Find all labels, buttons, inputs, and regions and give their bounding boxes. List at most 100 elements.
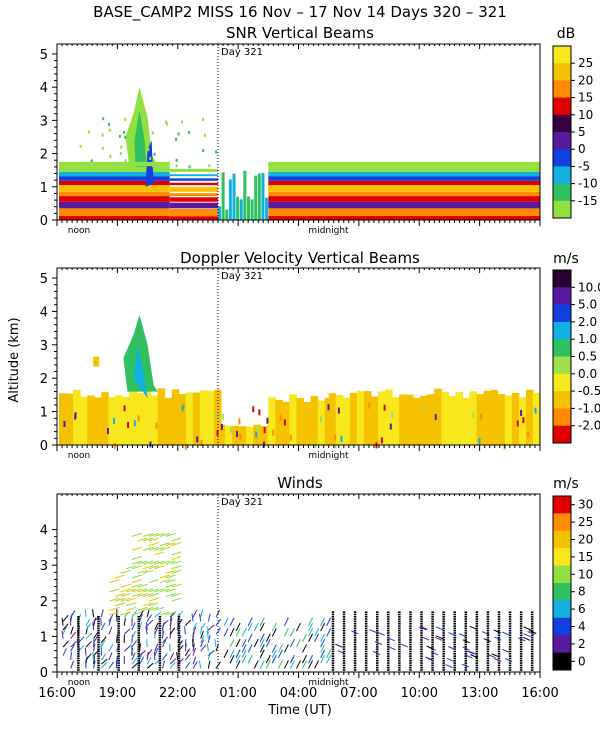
wind-missing-dot [530, 629, 534, 632]
wind-missing-dot [409, 659, 412, 662]
wind-missing-dot [508, 643, 512, 646]
wind-barb [290, 638, 295, 648]
wind-missing-dot [387, 627, 390, 630]
wind-missing-dot [117, 636, 120, 639]
doppler-column [150, 395, 159, 445]
wind-barb [494, 636, 502, 641]
wind-missing-dot [342, 646, 346, 648]
doppler-speck [340, 435, 343, 442]
wind-missing-dot [420, 611, 423, 613]
wind-missing-dot [177, 653, 181, 655]
wind-barb [247, 617, 253, 626]
wind-barb [445, 664, 453, 669]
wind-missing-dot [409, 636, 412, 639]
wind-missing-dot [464, 627, 468, 630]
wind-barb [70, 644, 75, 652]
wind-missing-dot [364, 639, 368, 641]
wind-missing-dot [97, 657, 100, 660]
wind-missing-dot [342, 615, 346, 618]
colorbar-tick-label: -5 [578, 159, 590, 173]
wind-missing-dot [464, 669, 468, 671]
wind-missing-dot [177, 629, 181, 632]
wind-missing-dot [97, 618, 100, 620]
wind-missing-dot [97, 653, 100, 655]
wind-missing-dot [375, 669, 379, 671]
doppler-speck [106, 427, 109, 434]
wind-barb [85, 623, 92, 631]
wind-missing-dot [442, 659, 445, 662]
wind-missing-dot [519, 627, 523, 630]
wind-missing-dot [158, 646, 162, 648]
wind-missing-dot [97, 662, 100, 664]
wind-missing-dot [530, 639, 534, 641]
wind-missing-dot [420, 634, 423, 637]
wind-barb [469, 625, 477, 630]
wind-barb [131, 565, 143, 570]
wind-missing-dot [375, 636, 379, 639]
wind-barb [159, 532, 171, 537]
snr-speck [124, 159, 127, 163]
snr-speck [188, 130, 191, 134]
wind-missing-dot [364, 611, 368, 613]
wind-missing-dot [158, 620, 162, 623]
wind-missing-dot [398, 634, 401, 637]
wind-missing-dot [519, 632, 523, 634]
wind-barb [387, 637, 395, 642]
wind-missing-dot [353, 650, 357, 653]
wind-barb [131, 583, 143, 588]
wind-barb [283, 644, 289, 653]
wind-missing-dot [387, 632, 390, 634]
wind-missing-dot [530, 622, 534, 625]
x-tick-label: 04:00 [280, 686, 317, 701]
wind-missing-dot [464, 620, 468, 623]
wind-barb [120, 569, 131, 574]
wind-missing-dot [486, 657, 490, 660]
snr-speck [87, 130, 90, 134]
midnight-label: midnight [308, 678, 349, 688]
snr-band [169, 193, 218, 197]
snr-band [169, 168, 218, 172]
wind-missing-dot [464, 625, 468, 627]
doppler-column [441, 391, 449, 445]
winds-panel-title: Winds [277, 474, 323, 492]
wind-barb [326, 628, 332, 637]
wind-barb [100, 617, 102, 626]
wind-barb [159, 560, 171, 565]
wind-missing-dot [158, 632, 162, 634]
snr-band [169, 216, 218, 220]
wind-missing-dot [137, 669, 141, 671]
wind-missing-dot [508, 646, 512, 648]
wind-barb [523, 626, 531, 631]
wind-barb [296, 622, 301, 632]
wind-missing-dot [475, 662, 479, 664]
wind-missing-dot [530, 613, 534, 616]
wind-missing-dot [497, 657, 501, 660]
wind-missing-dot [158, 618, 162, 620]
wind-missing-dot [442, 648, 445, 650]
wind-barb [85, 653, 92, 661]
wind-missing-dot [117, 625, 120, 627]
wind-missing-dot [508, 611, 512, 613]
doppler-speck [266, 417, 269, 424]
wind-missing-dot [508, 639, 512, 641]
wind-missing-dot [409, 669, 412, 671]
wind-missing-dot [497, 643, 501, 646]
wind-barb [235, 654, 241, 664]
wind-barb [165, 542, 176, 547]
wind-missing-dot [158, 627, 162, 630]
snr-speck [141, 133, 144, 137]
wind-barb [142, 537, 154, 542]
wind-barb [374, 641, 383, 645]
doppler-speck [337, 407, 340, 414]
noon-label: noon [68, 451, 90, 461]
wind-missing-dot [409, 662, 412, 664]
wind-missing-dot [353, 634, 357, 637]
wind-barb [162, 653, 168, 661]
wind-barb [70, 660, 75, 669]
wind-missing-dot [409, 632, 412, 634]
wind-missing-dot [530, 611, 534, 613]
snr-band [268, 166, 540, 172]
wind-barb [131, 546, 143, 551]
wind-barb [215, 643, 219, 652]
wind-missing-dot [97, 634, 100, 637]
